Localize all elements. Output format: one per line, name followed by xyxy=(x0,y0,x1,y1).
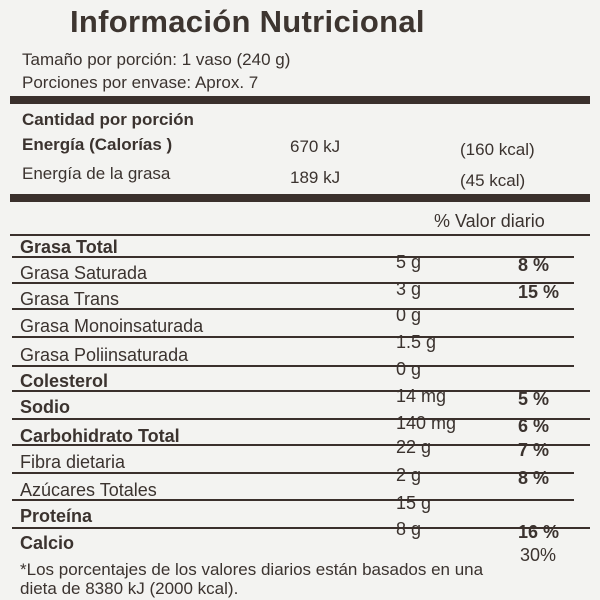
nutrient-row-rule xyxy=(12,282,574,284)
nutrient-amount: 0 g xyxy=(396,305,422,325)
footnote-line-1: *Los porcentajes de los valores diarios … xyxy=(20,560,484,579)
fat-energy-kcal: (45 kcal) xyxy=(460,171,526,190)
nutrient-row-rule xyxy=(12,418,590,420)
label-title: Información Nutricional xyxy=(70,4,425,39)
footnote-line-2: dieta de 8380 kJ (2000 kcal). xyxy=(20,579,239,598)
nutrient-amount: 15 g xyxy=(396,493,432,513)
servings-per-container: Porciones por envase: Aprox. 7 xyxy=(22,73,259,92)
nutrient-name: Grasa Saturada xyxy=(20,263,148,283)
nutrient-row-rule xyxy=(12,365,574,367)
nutrient-daily-value: 30% xyxy=(520,545,557,565)
nutrient-daily-value: 6 % xyxy=(518,416,550,436)
calories-label: Energía (Calorías ) xyxy=(22,135,173,154)
nutrient-row-rule xyxy=(12,472,574,474)
nutrient-name: Fibra dietaria xyxy=(20,452,126,472)
section-divider-middle xyxy=(10,194,590,202)
serving-size: Tamaño por porción: 1 vaso (240 g) xyxy=(22,50,291,69)
nutrient-row-rule xyxy=(12,390,590,392)
energy-header: Cantidad por porción xyxy=(22,110,194,129)
nutrient-daily-value: 16 % xyxy=(518,522,560,542)
nutrient-daily-value: 5 % xyxy=(518,389,550,409)
dv-header-rule xyxy=(10,234,590,236)
nutrient-amount: 2 g xyxy=(396,465,422,485)
nutrient-daily-value: 15 % xyxy=(518,282,560,302)
fat-energy-kj: 189 kJ xyxy=(290,168,341,187)
nutrient-row-rule xyxy=(12,308,574,310)
section-divider-top xyxy=(10,96,590,104)
nutrient-amount: 22 g xyxy=(396,437,432,457)
nutrient-daily-value: 8 % xyxy=(518,255,550,275)
nutrient-row-rule xyxy=(12,336,574,338)
nutrient-name: Calcio xyxy=(20,533,75,553)
nutrient-name: Grasa Trans xyxy=(20,289,120,309)
nutrient-name: Carbohidrato Total xyxy=(20,426,180,446)
calories-kj: 670 kJ xyxy=(290,137,341,156)
nutrient-name: Sodio xyxy=(20,397,70,417)
calories-kcal: (160 kcal) xyxy=(460,140,535,159)
nutrient-row-rule xyxy=(12,527,590,529)
nutrient-amount: 0 g xyxy=(396,359,422,379)
nutrient-row-rule xyxy=(12,256,574,258)
nutrient-amount: 8 g xyxy=(396,519,422,539)
daily-value-header: % Valor diario xyxy=(434,211,545,231)
nutrient-amount: 3 g xyxy=(396,279,422,299)
nutrient-name: Proteína xyxy=(20,506,93,526)
fat-energy-label: Energía de la grasa xyxy=(22,164,171,183)
nutrient-name: Colesterol xyxy=(20,371,109,391)
nutrient-row-rule xyxy=(12,499,574,501)
nutrient-name: Grasa Poliinsaturada xyxy=(20,345,189,365)
nutrient-name: Grasa Total xyxy=(20,237,118,257)
nutrient-amount: 140 mg xyxy=(396,413,457,433)
nutrient-name: Grasa Monoinsaturada xyxy=(20,316,204,336)
nutrient-row-rule xyxy=(12,444,590,446)
nutrient-name: Azúcares Totales xyxy=(20,480,157,500)
